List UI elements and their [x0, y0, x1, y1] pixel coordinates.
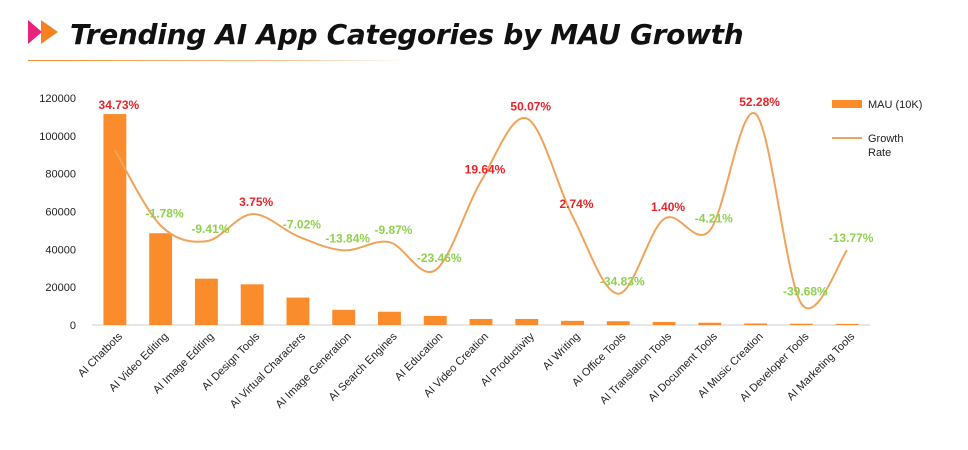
bar-10 [561, 320, 584, 325]
category-label: AI Writing [541, 331, 583, 373]
growth-rate-label: -23.46% [417, 251, 462, 265]
y-tick-label: 20000 [45, 282, 76, 294]
y-tick-label: 0 [70, 320, 76, 332]
growth-rate-label: 1.40% [651, 200, 685, 214]
bar-11 [606, 321, 630, 325]
y-tick-label: 40000 [45, 244, 76, 256]
growth-rate-label: -13.84% [325, 231, 370, 245]
growth-rate-label: -13.77% [829, 231, 874, 245]
growth-rate-label: -1.78% [146, 206, 184, 220]
growth-rate-label: 3.75% [239, 195, 273, 209]
bar-12 [652, 321, 676, 325]
bar-16 [835, 323, 859, 325]
y-tick-label: 80000 [45, 169, 76, 181]
bar-0 [103, 114, 127, 326]
brand-logo-icon [28, 20, 58, 44]
growth-rate-label: -9.87% [374, 223, 412, 237]
growth-rate-line [114, 112, 848, 310]
bar-7 [423, 315, 447, 325]
legend-line-label: Growth [868, 133, 903, 145]
growth-rate-label: -4.21% [695, 212, 733, 226]
y-tick-label: 100000 [39, 131, 76, 143]
bar-5 [332, 309, 356, 325]
title-divider [28, 60, 408, 61]
growth-rate-label: 34.73% [99, 98, 140, 112]
bar-13 [698, 322, 722, 325]
category-label: AI Virtual Characters [228, 330, 308, 410]
y-tick-label: 60000 [45, 207, 76, 219]
y-tick-label: 120000 [39, 93, 76, 105]
legend-bar-swatch [832, 100, 862, 108]
legend-bar-label: MAU (10K) [868, 99, 922, 111]
category-label: AI Chatbots [76, 330, 125, 379]
growth-rate-label: -34.83% [600, 275, 645, 289]
bar-3 [240, 284, 264, 325]
bar-9 [515, 318, 539, 325]
bar-6 [378, 311, 401, 325]
growth-rate-label: -7.02% [283, 217, 321, 231]
header: Trending AI App Categories by MAU Growth [28, 14, 928, 60]
legend-line-label-cont: Rate [868, 147, 891, 159]
growth-rate-label: 19.64% [465, 162, 506, 176]
growth-rate-label: 52.28% [739, 95, 780, 109]
growth-rate-label: -9.41% [191, 222, 229, 236]
growth-rate-label: -39.68% [783, 285, 828, 299]
chart-title: Trending AI App Categories by MAU Growth [70, 18, 744, 51]
growth-rate-label: 50.07% [510, 99, 551, 113]
bar-4 [286, 297, 310, 325]
bar-8 [469, 318, 493, 325]
bar-1 [149, 233, 173, 325]
category-label: AI Image Generation [274, 331, 354, 411]
bar-15 [789, 323, 813, 325]
bar-2 [194, 278, 218, 325]
bar-14 [744, 323, 768, 325]
growth-rate-label: 2.74% [560, 197, 594, 211]
